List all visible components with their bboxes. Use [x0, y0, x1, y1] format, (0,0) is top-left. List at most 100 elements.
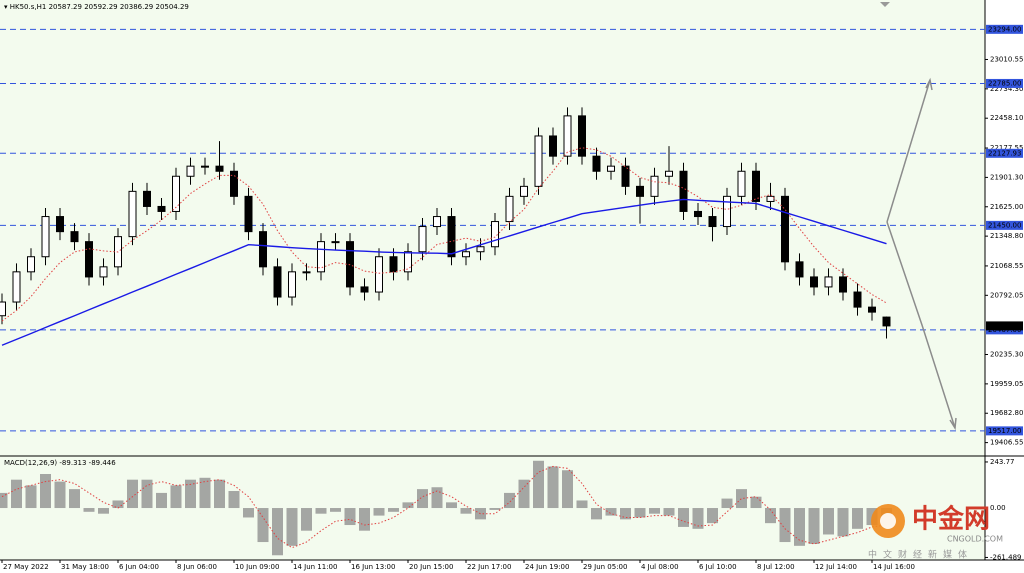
macd-bar: [344, 508, 356, 526]
macd-bar: [562, 470, 573, 509]
macd-bar: [69, 489, 80, 509]
level-label: 23294.00: [988, 25, 1021, 33]
candle-body: [723, 195, 731, 228]
ohlc-close: 20504.29: [155, 3, 188, 11]
level-label-box: [986, 426, 1023, 436]
macd-bar: [649, 508, 660, 514]
candle-body: [273, 266, 282, 298]
symbol: HK50.s,H1: [10, 3, 47, 11]
macd-bar: [301, 508, 312, 531]
y-tick-label: 20235.30: [990, 351, 1023, 359]
candle-body: [708, 216, 717, 228]
candle-body: [491, 221, 499, 248]
macd-bar: [634, 508, 646, 518]
y-tick-label: 21348.80: [990, 232, 1023, 240]
candle-body: [288, 271, 296, 298]
candle-body: [317, 241, 325, 273]
macd-bar: [315, 508, 327, 514]
x-tick-label: 22 Jun 17:00: [467, 563, 511, 571]
candle-body: [621, 165, 630, 187]
candle-body: [766, 195, 775, 202]
candle-body: [578, 115, 586, 157]
macd-bar: [446, 502, 457, 509]
candle-body: [215, 165, 224, 172]
macd-bar: [721, 498, 733, 509]
x-tick-label: 8 Jul 12:00: [757, 563, 795, 571]
candle-body: [520, 185, 528, 197]
site: CNGOLD.COM: [947, 535, 1003, 544]
arrow-down: [886, 221, 956, 429]
candle-body: [505, 195, 514, 223]
watermark: 中金网 CNGOLD.COM 中文财经新媒体: [868, 504, 1003, 561]
candle-body: [85, 241, 93, 278]
arrow-head: [949, 417, 957, 431]
macd-bar: [127, 479, 138, 509]
x-tick-label: 8 Jun 06:00: [177, 563, 217, 571]
arrow-up: [886, 79, 931, 223]
macd-header: MACD(12,26,9) -89.313 -89.446: [4, 459, 116, 467]
plot-background: [0, 0, 985, 560]
candle-body: [128, 190, 137, 238]
candle-body: [375, 256, 383, 293]
candle-body: [302, 271, 311, 274]
candle-body: [853, 291, 862, 308]
menu-arrow: ▾: [4, 3, 10, 11]
candle-body: [781, 195, 789, 263]
macd-bar: [286, 508, 298, 546]
macd-bar: [547, 466, 559, 509]
candle-body: [476, 246, 485, 253]
candle-body: [534, 135, 543, 187]
macd-bar: [272, 508, 283, 556]
level-label: 22127.93: [988, 149, 1021, 157]
signal-value: -89.446: [89, 459, 117, 467]
macd-bar: [794, 508, 805, 546]
macd-bar: [417, 489, 428, 509]
candle-body: [563, 115, 572, 157]
candle-body: [592, 155, 601, 172]
macd-bar: [185, 479, 196, 509]
macd-bar: [330, 508, 341, 512]
projection-arrows: [886, 77, 957, 431]
candle-body: [230, 170, 238, 197]
candle-body: [201, 165, 209, 168]
price-panel: 23010.55 22734.30 22458.10 22177.55 21901.30…: [0, 24, 1023, 571]
y-tick-label: 21901.30: [990, 173, 1023, 181]
macd-title: MACD(12,26,9): [4, 459, 57, 467]
ohlc-low: 20386.29: [120, 3, 153, 11]
macd-bar: [54, 481, 66, 509]
macd-bar: [765, 508, 776, 524]
candle-body: [824, 276, 833, 288]
macd-bar: [359, 508, 370, 531]
macd-panel: 243.77 0.00 -261.489: [0, 458, 1021, 561]
x-tick-label: 31 May 18:00: [61, 563, 109, 571]
x-tick-label: 10 Jun 09:00: [235, 563, 279, 571]
candle-body: [607, 165, 615, 172]
candle-body: [447, 216, 456, 258]
candle-body: [839, 276, 847, 293]
macd-bar: [156, 492, 167, 509]
candle-body: [186, 165, 195, 177]
level-label-box: [986, 24, 1023, 34]
macd-bar: [373, 508, 385, 516]
moving-average: [1, 198, 887, 346]
macd-bar: [779, 508, 791, 543]
level-label: 19517.00: [988, 427, 1021, 435]
price-box: [986, 321, 1023, 331]
macd-value: -89.313: [59, 459, 86, 467]
y-tick-label: 0.00: [990, 504, 1006, 512]
candle-body: [360, 286, 369, 293]
y-tick-label: 20792.05: [990, 291, 1023, 299]
macd-bar: [40, 474, 51, 509]
macd-bar: [750, 496, 762, 509]
ohlc-open: 20587.29: [49, 3, 82, 11]
macd-bar: [228, 491, 240, 509]
macd-bar: [678, 508, 689, 527]
moving-average: [1, 147, 887, 322]
candle-body: [737, 170, 746, 197]
x-tick-label: 20 Jun 15:00: [409, 563, 453, 571]
macd-bar: [692, 508, 704, 529]
candle-body: [650, 175, 659, 197]
x-tick-label: 24 Jun 19:00: [525, 563, 569, 571]
